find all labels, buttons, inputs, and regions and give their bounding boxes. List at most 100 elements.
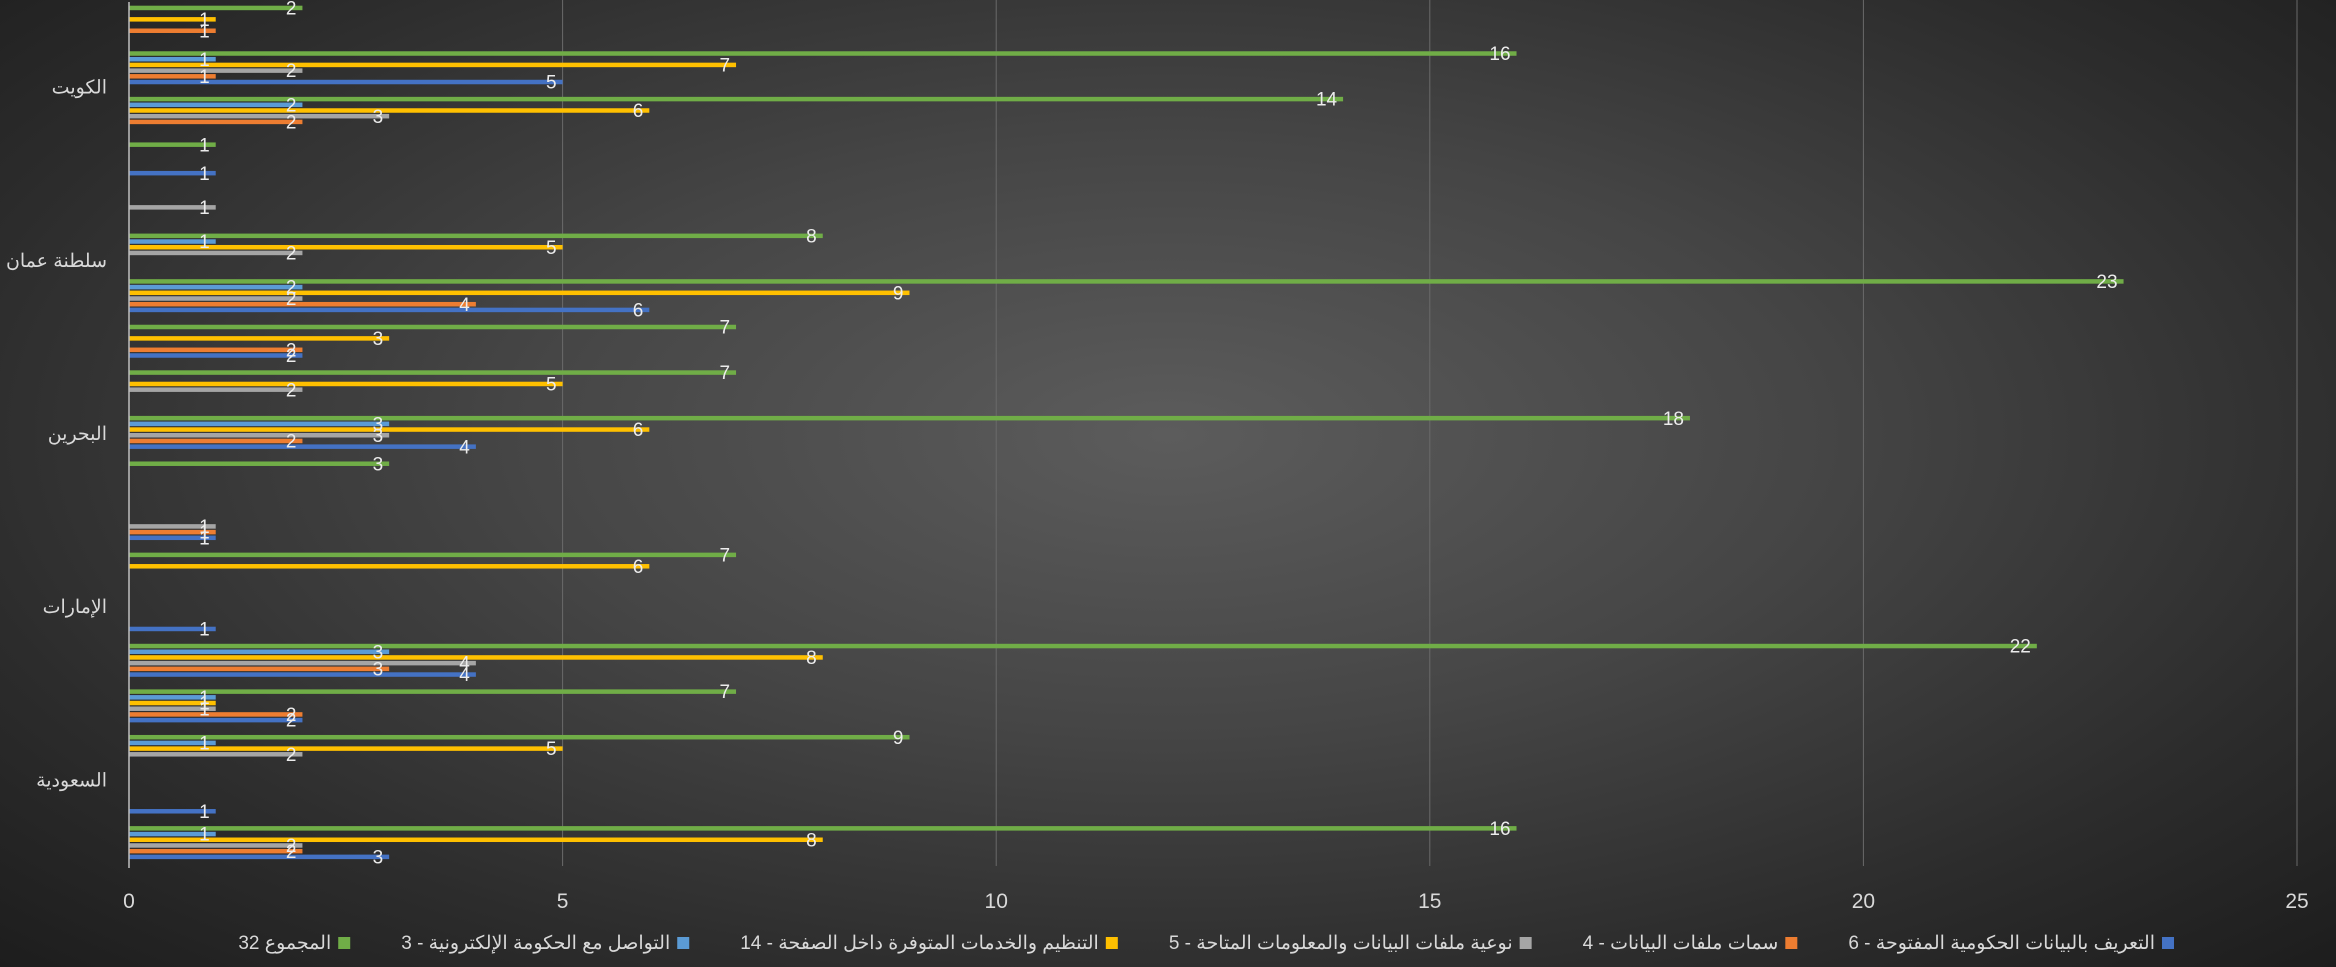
data-label: 5 xyxy=(546,238,557,259)
bar-group5-series0 xyxy=(129,626,216,632)
data-label: 3 xyxy=(373,414,384,435)
data-label: 4 xyxy=(459,295,470,316)
data-label: 16 xyxy=(1489,44,1510,65)
bar-group17-series2 xyxy=(129,68,303,73)
bar-group0-series2 xyxy=(129,843,303,848)
bar-group3-series3 xyxy=(129,700,216,706)
bar-group9-series2 xyxy=(129,433,390,438)
data-label: 1 xyxy=(199,523,210,544)
bar-group4-series4 xyxy=(129,649,390,654)
data-label: 2 xyxy=(286,0,297,20)
bar-group13-series4 xyxy=(129,239,216,244)
data-label: 5 xyxy=(546,375,557,396)
bar-group12-series4 xyxy=(129,284,303,290)
data-label: 3 xyxy=(373,454,384,475)
bar-group7-series2 xyxy=(129,524,216,529)
bar-group7-series1 xyxy=(129,529,216,535)
bar-group16-series1 xyxy=(129,119,303,125)
bar-group12-series5 xyxy=(129,279,2124,284)
data-label: 23 xyxy=(2096,272,2117,293)
bar-group0-series5 xyxy=(129,826,1517,831)
data-label: 8 xyxy=(806,648,817,669)
bar-group4-series0 xyxy=(129,672,476,677)
data-label: 1 xyxy=(199,802,210,823)
bar-group9-series1 xyxy=(129,438,303,444)
bar-group13-series2 xyxy=(129,250,303,256)
bar-group3-series2 xyxy=(129,706,216,711)
bar-group18-series3 xyxy=(129,17,216,22)
data-label: 16 xyxy=(1489,819,1510,840)
legend-label: سمات ملفات البيانات - 4 xyxy=(1583,933,1779,954)
data-label: 2 xyxy=(286,278,297,299)
bar-group6-series5 xyxy=(129,552,737,558)
data-label: 1 xyxy=(199,50,210,71)
x-tick-label: 10 xyxy=(985,890,1008,913)
data-label: 2 xyxy=(286,244,297,265)
data-label: 2 xyxy=(286,836,297,857)
data-label: 2 xyxy=(286,711,297,732)
data-label: 6 xyxy=(633,420,644,441)
bar-group4-series2 xyxy=(129,660,476,666)
bar-group11-series3 xyxy=(129,336,390,341)
bar-group12-series0 xyxy=(129,307,650,313)
data-label: 1 xyxy=(199,198,210,219)
data-label: 3 xyxy=(373,847,384,868)
data-label: 1 xyxy=(199,734,210,755)
bar-group9-series5 xyxy=(129,415,1690,421)
bar-group16-series2 xyxy=(129,113,390,119)
bar-group12-series1 xyxy=(129,301,476,307)
legend-swatch xyxy=(677,937,690,949)
data-label: 3 xyxy=(373,642,384,663)
bar-group9-series3 xyxy=(129,427,650,432)
legend-swatch xyxy=(1105,937,1118,949)
bar-group18-series5 xyxy=(129,5,303,11)
data-label: 1 xyxy=(199,10,210,31)
data-label: 7 xyxy=(719,682,730,703)
data-label: 2 xyxy=(286,380,297,401)
bar-group16-series3 xyxy=(129,108,650,113)
x-tick-label: 0 xyxy=(123,890,135,913)
data-label: 7 xyxy=(719,363,730,384)
bar-group2-series5 xyxy=(129,734,910,740)
data-label: 2 xyxy=(286,705,297,726)
bar-group17-series0 xyxy=(129,79,563,85)
bar-group15-series0 xyxy=(129,170,216,176)
bar-group3-series5 xyxy=(129,689,737,694)
x-tick-label: 20 xyxy=(1852,890,1875,913)
data-label: 6 xyxy=(633,101,644,122)
bar-group3-series0 xyxy=(129,717,303,723)
data-label: 7 xyxy=(719,56,730,77)
bar-group13-series5 xyxy=(129,233,823,239)
bar-group11-series1 xyxy=(129,347,303,353)
legend-swatch xyxy=(1785,937,1798,949)
data-label: 14 xyxy=(1316,90,1338,111)
data-label: 7 xyxy=(719,318,730,339)
legend-label: المجموع 32 xyxy=(238,933,331,954)
bar-group4-series5 xyxy=(129,643,2037,649)
bar-group11-series5 xyxy=(129,324,737,330)
data-label: 1 xyxy=(199,694,210,715)
bar-group12-series2 xyxy=(129,296,303,301)
x-axis-ticks: 0 5 10 15 20 25 xyxy=(123,890,2309,913)
data-label: 1 xyxy=(199,620,210,641)
data-label: 2 xyxy=(286,340,297,361)
bar-group10-series5 xyxy=(129,370,737,375)
bar-group0-series3 xyxy=(129,837,823,843)
data-label: 1 xyxy=(199,688,210,709)
bar-group1-series0 xyxy=(129,809,216,814)
bars xyxy=(129,5,2124,860)
data-label: 22 xyxy=(2010,637,2031,658)
bar-group0-series4 xyxy=(129,831,216,837)
bar-group13-series3 xyxy=(129,244,563,250)
bar-group17-series5 xyxy=(129,51,1517,56)
data-label: 3 xyxy=(373,329,384,350)
bar-group9-series4 xyxy=(129,421,390,427)
legend-swatch xyxy=(1519,937,1532,949)
data-label: 2 xyxy=(286,432,297,453)
data-label: 4 xyxy=(459,437,470,458)
bar-group18-series1 xyxy=(129,28,216,33)
bar-group14-series2 xyxy=(129,205,216,210)
legend-label: التعريف بالبيانات الحكومية المفتوحة - 6 xyxy=(1848,933,2155,954)
country-label: الكويت xyxy=(52,78,107,99)
